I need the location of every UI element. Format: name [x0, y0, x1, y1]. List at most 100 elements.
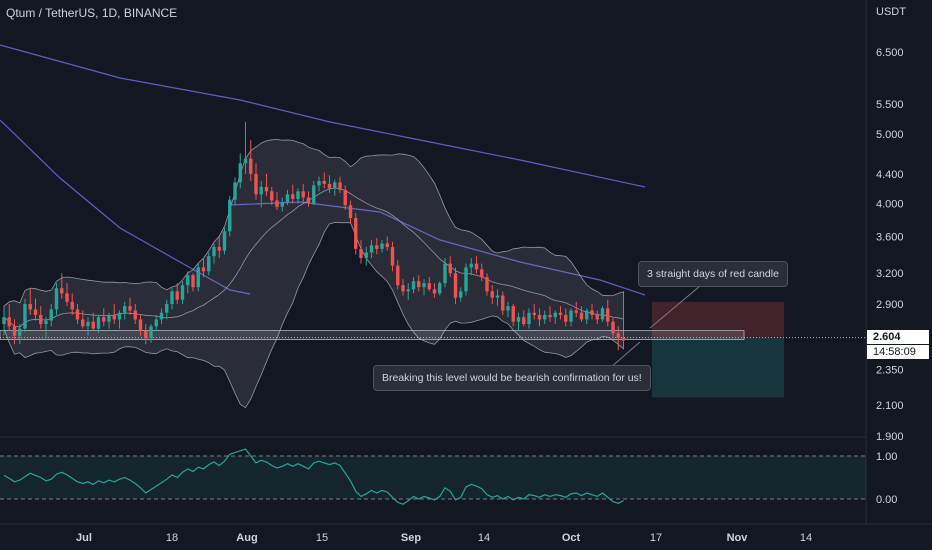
candle [495, 289, 500, 307]
candle [532, 303, 536, 320]
candle-body [516, 317, 521, 322]
candle [91, 312, 95, 331]
candle-body [133, 310, 137, 320]
candle [611, 317, 615, 339]
candle-body [186, 275, 190, 286]
candle-body [117, 312, 122, 320]
candle [270, 186, 274, 206]
candle [102, 308, 106, 327]
candle-body [96, 317, 101, 329]
candle-body [564, 314, 568, 322]
candle [60, 273, 64, 299]
candle [186, 271, 190, 294]
candle-body [128, 306, 132, 311]
candle [285, 189, 290, 206]
candle-body [243, 158, 248, 164]
candle-body [448, 263, 452, 274]
candle-body [123, 306, 127, 313]
candle [222, 227, 227, 255]
candle [2, 309, 6, 336]
y-tick-label: 4.400 [876, 169, 904, 181]
indicator-line [3, 448, 624, 505]
candle-body [621, 338, 626, 341]
candle-body [548, 314, 552, 318]
candle [574, 301, 578, 318]
candle [128, 297, 132, 315]
candle-body [81, 319, 85, 327]
candle [511, 303, 515, 327]
candle-body [86, 321, 90, 327]
candle-body [348, 205, 353, 218]
candle [180, 281, 185, 304]
candle-body [380, 243, 384, 249]
candle-body [138, 319, 143, 331]
candle [107, 312, 111, 329]
candle [317, 176, 321, 192]
candle [112, 303, 116, 324]
candle-body [249, 158, 253, 174]
candle [516, 312, 521, 331]
annotation-pointer-2 [609, 341, 641, 369]
y-tick-label: 1.900 [876, 431, 904, 443]
candle-body [532, 312, 536, 315]
symbol-title[interactable]: Qtum / TetherUS, 1D, BINANCE [6, 6, 178, 20]
candle-body [39, 314, 43, 324]
candle [621, 333, 626, 345]
candle-body [527, 312, 531, 324]
candle-body [558, 312, 563, 315]
candle-body [543, 314, 547, 320]
candle [23, 298, 27, 333]
candle-body [537, 314, 542, 320]
y-tick-label: 6.500 [876, 47, 904, 59]
candle [548, 306, 552, 322]
candle [553, 310, 557, 324]
candle-body [359, 248, 363, 259]
candle-body [254, 173, 258, 195]
candle-body [459, 291, 463, 298]
candle-body [207, 256, 211, 272]
candle [359, 239, 363, 264]
candle [411, 277, 416, 294]
candle-body [338, 182, 342, 190]
candle-body [490, 291, 494, 298]
annotation-red-candles[interactable]: 3 straight days of red candle [638, 261, 788, 287]
y-tick-label: 5.000 [876, 129, 904, 141]
candle-body [33, 309, 38, 315]
candle [238, 153, 242, 189]
candle [396, 259, 400, 290]
candle [70, 293, 74, 315]
candle [28, 288, 32, 315]
candle-body [2, 317, 6, 324]
annotation-breaking-level[interactable]: Breaking this level would be bearish con… [373, 365, 651, 391]
candle-body [7, 317, 11, 327]
candle [144, 323, 148, 345]
y-tick-label: 5.500 [876, 99, 904, 111]
x-tick-label: Oct [562, 532, 581, 544]
candle-body [75, 309, 80, 320]
candle [595, 310, 599, 324]
candle [490, 285, 494, 304]
x-tick-label: Sep [401, 532, 421, 544]
x-tick-label: Nov [727, 532, 749, 544]
candle [312, 181, 316, 206]
candle [417, 275, 421, 292]
candle [207, 252, 211, 276]
candle [343, 185, 347, 210]
candle-body [327, 183, 332, 189]
candle-body [322, 181, 326, 184]
candle-body [170, 291, 174, 304]
candle-body [522, 317, 526, 324]
candle-body [306, 197, 311, 204]
candle [364, 247, 368, 266]
candle [233, 177, 237, 206]
candle [75, 303, 80, 324]
x-tick-label: Jul [76, 532, 92, 544]
candle [522, 310, 526, 327]
candle [338, 176, 342, 193]
candle-body [432, 289, 437, 294]
bollinger-band [3, 139, 624, 409]
candle-body [375, 245, 379, 249]
candle [606, 299, 610, 327]
indicator-band-fill [0, 456, 866, 499]
